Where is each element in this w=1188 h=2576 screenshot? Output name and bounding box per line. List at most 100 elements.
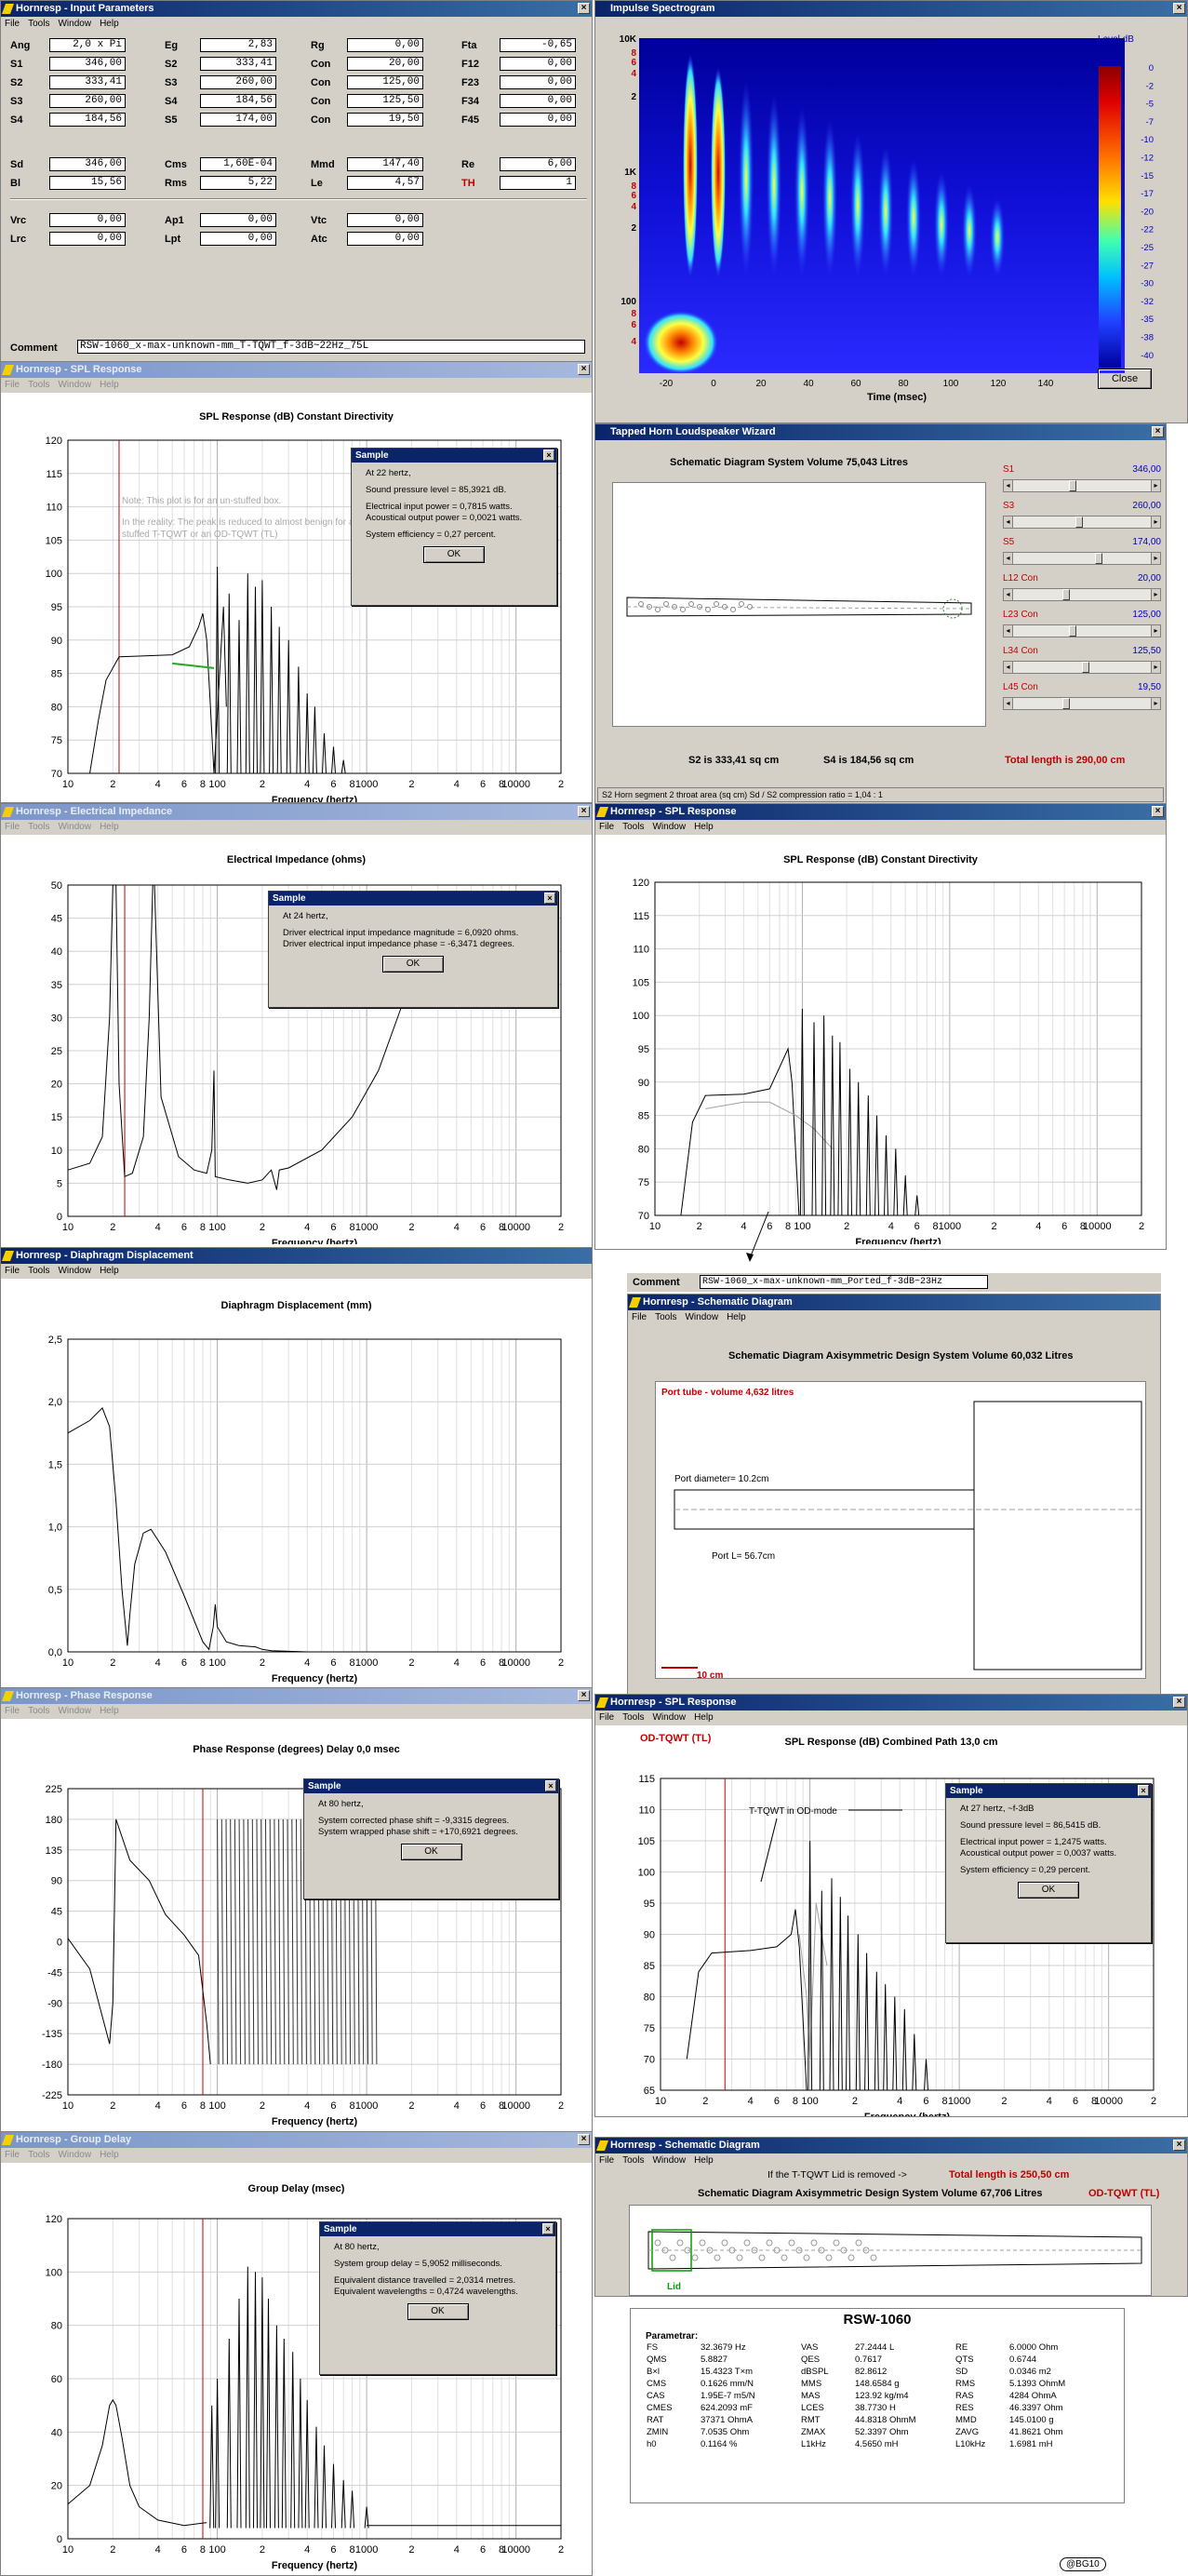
param-field[interactable]: 2,83 — [200, 38, 276, 52]
close-icon[interactable]: × — [544, 892, 555, 904]
close-icon[interactable]: × — [1173, 2140, 1185, 2151]
slider-track[interactable]: ◂ ▸ — [1003, 661, 1161, 674]
param-field[interactable]: 260,00 — [200, 75, 276, 89]
menu-window[interactable]: Window — [58, 1706, 92, 1716]
menu-window[interactable]: Window — [652, 1712, 687, 1723]
arrow-left-icon[interactable]: ◂ — [1004, 517, 1013, 528]
menu-file[interactable]: File — [5, 380, 20, 390]
param-field[interactable]: 346,00 — [49, 157, 126, 171]
param-field[interactable]: 0,00 — [347, 232, 423, 246]
param-field[interactable]: 0,00 — [200, 232, 276, 246]
slider-thumb[interactable] — [1062, 698, 1070, 709]
close-icon[interactable]: × — [543, 449, 554, 461]
param-field[interactable]: 0,00 — [49, 213, 126, 227]
param-field[interactable]: 1,60E-04 — [200, 157, 276, 171]
param-field[interactable]: 0,00 — [49, 232, 126, 246]
param-field[interactable]: 19,50 — [347, 113, 423, 127]
menu-window[interactable]: Window — [58, 19, 92, 29]
menu-window[interactable]: Window — [58, 2150, 92, 2160]
menu-window[interactable]: Window — [58, 822, 92, 832]
close-icon[interactable]: × — [1173, 3, 1185, 14]
param-field[interactable]: 0,00 — [500, 94, 576, 108]
param-field[interactable]: 0,00 — [200, 213, 276, 227]
menu-help[interactable]: Help — [727, 1312, 746, 1322]
slider-thumb[interactable] — [1062, 589, 1070, 600]
comment-field[interactable]: RSW-1060_x-max-unknown-mm_Ported_f-3dB~2… — [700, 1275, 988, 1289]
menu-tools[interactable]: Tools — [622, 1712, 645, 1723]
menu-file[interactable]: File — [5, 19, 20, 29]
menu-file[interactable]: File — [599, 822, 615, 832]
menu-tools[interactable]: Tools — [28, 822, 50, 832]
arrow-right-icon[interactable]: ▸ — [1151, 589, 1160, 600]
param-field[interactable]: 6,00 — [500, 157, 576, 171]
menu-tools[interactable]: Tools — [28, 1266, 50, 1276]
menu-file[interactable]: File — [5, 2150, 20, 2160]
menu-help[interactable]: Help — [694, 2155, 714, 2166]
menu-tools[interactable]: Tools — [28, 2150, 50, 2160]
slider-track[interactable]: ◂ ▸ — [1003, 516, 1161, 529]
close-icon[interactable]: × — [542, 2223, 554, 2234]
param-field[interactable]: 2,0 x Pi — [49, 38, 126, 52]
menu-window[interactable]: Window — [58, 380, 92, 390]
param-field[interactable]: 15,56 — [49, 176, 126, 190]
menu-file[interactable]: File — [5, 1706, 20, 1716]
param-field[interactable]: 0,00 — [500, 57, 576, 71]
menu-window[interactable]: Window — [652, 2155, 687, 2166]
close-icon[interactable]: × — [545, 1780, 556, 1791]
close-icon[interactable]: × — [1138, 1785, 1149, 1796]
menu-tools[interactable]: Tools — [28, 380, 50, 390]
param-field[interactable]: 125,00 — [347, 75, 423, 89]
ok-button[interactable]: OK — [382, 956, 444, 973]
slider-track[interactable]: ◂ ▸ — [1003, 479, 1161, 492]
slider-track[interactable]: ◂ ▸ — [1003, 552, 1161, 565]
menu-help[interactable]: Help — [100, 19, 119, 29]
arrow-left-icon[interactable]: ◂ — [1004, 589, 1013, 600]
menu-tools[interactable]: Tools — [655, 1312, 677, 1322]
close-icon[interactable]: × — [1152, 806, 1164, 817]
slider-thumb[interactable] — [1069, 480, 1076, 491]
menu-file[interactable]: File — [599, 2155, 615, 2166]
ok-button[interactable]: OK — [407, 2303, 469, 2320]
menu-help[interactable]: Help — [100, 1266, 119, 1276]
menu-file[interactable]: File — [5, 822, 20, 832]
param-field[interactable]: 184,56 — [49, 113, 126, 127]
arrow-left-icon[interactable]: ◂ — [1004, 662, 1013, 673]
menu-file[interactable]: File — [632, 1312, 647, 1322]
close-icon[interactable]: × — [1173, 1697, 1185, 1708]
menu-help[interactable]: Help — [100, 380, 119, 390]
slider-track[interactable]: ◂ ▸ — [1003, 697, 1161, 710]
close-button[interactable]: Close — [1098, 369, 1152, 389]
slider-thumb[interactable] — [1075, 517, 1083, 528]
arrow-right-icon[interactable]: ▸ — [1151, 553, 1160, 564]
close-icon[interactable]: × — [578, 364, 590, 375]
param-field[interactable]: 147,40 — [347, 157, 423, 171]
param-field[interactable]: 346,00 — [49, 57, 126, 71]
slider-thumb[interactable] — [1082, 662, 1089, 673]
param-field[interactable]: -0,65 — [500, 38, 576, 52]
param-field[interactable]: 184,56 — [200, 94, 276, 108]
arrow-left-icon[interactable]: ◂ — [1004, 698, 1013, 709]
menu-file[interactable]: File — [5, 1266, 20, 1276]
menu-file[interactable]: File — [599, 1712, 615, 1723]
param-field[interactable]: 0,00 — [347, 38, 423, 52]
param-field[interactable]: 333,41 — [200, 57, 276, 71]
menu-tools[interactable]: Tools — [622, 2155, 645, 2166]
param-field[interactable]: 0,00 — [347, 213, 423, 227]
arrow-right-icon[interactable]: ▸ — [1151, 517, 1160, 528]
menu-help[interactable]: Help — [100, 1706, 119, 1716]
param-field[interactable]: 4,57 — [347, 176, 423, 190]
param-field[interactable]: 333,41 — [49, 75, 126, 89]
slider-track[interactable]: ◂ ▸ — [1003, 588, 1161, 601]
param-field[interactable]: 5,22 — [200, 176, 276, 190]
slider-thumb[interactable] — [1095, 553, 1102, 564]
param-field[interactable]: 125,50 — [347, 94, 423, 108]
menu-help[interactable]: Help — [694, 822, 714, 832]
param-field[interactable]: 260,00 — [49, 94, 126, 108]
param-field[interactable]: 20,00 — [347, 57, 423, 71]
menu-tools[interactable]: Tools — [28, 1706, 50, 1716]
arrow-left-icon[interactable]: ◂ — [1004, 553, 1013, 564]
param-field[interactable]: 174,00 — [200, 113, 276, 127]
slider-track[interactable]: ◂ ▸ — [1003, 624, 1161, 637]
menu-window[interactable]: Window — [58, 1266, 92, 1276]
param-field[interactable]: 0,00 — [500, 75, 576, 89]
